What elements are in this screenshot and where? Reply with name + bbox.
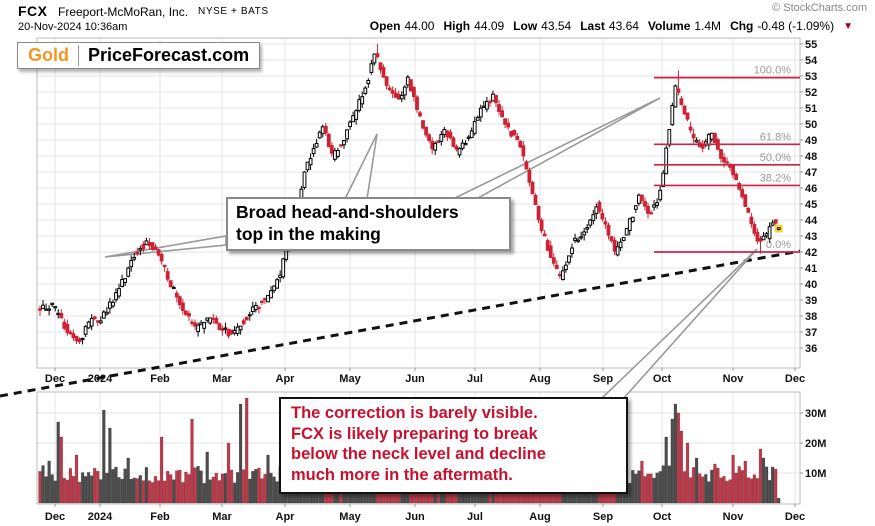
svg-text:54: 54 <box>805 55 818 67</box>
svg-text:May: May <box>339 511 361 523</box>
correction-annotation: The correction is barely visible. FCX is… <box>279 397 628 494</box>
svg-text:Dec: Dec <box>785 511 805 523</box>
svg-text:Nov: Nov <box>723 511 745 523</box>
svg-text:40: 40 <box>805 279 817 291</box>
svg-text:Feb: Feb <box>150 511 170 523</box>
svg-text:46: 46 <box>805 183 817 195</box>
high-value: 44.09 <box>474 19 505 33</box>
svg-text:Oct: Oct <box>653 511 672 523</box>
svg-text:36: 36 <box>805 343 817 355</box>
svg-text:49: 49 <box>805 135 817 147</box>
svg-text:20M: 20M <box>805 438 826 450</box>
svg-text:42: 42 <box>805 247 817 259</box>
svg-text:2024: 2024 <box>88 373 113 385</box>
svg-text:61.8%: 61.8% <box>760 131 791 143</box>
logo-divider <box>78 45 79 66</box>
fibonacci-levels: 100.0% 61.8% 50.0% 38.2% 0.0% <box>654 65 800 253</box>
svg-text:Aug: Aug <box>529 511 550 523</box>
goldpriceforecast-logo: Gold PriceForecast.com <box>17 42 261 69</box>
svg-text:Jun: Jun <box>405 373 425 385</box>
svg-text:Apr: Apr <box>276 373 296 385</box>
head-and-shoulders-annotation: Broad head-and-shoulders top in the maki… <box>226 197 511 252</box>
svg-text:Mar: Mar <box>212 373 232 385</box>
gridlines <box>37 38 800 504</box>
svg-text:Sep: Sep <box>593 373 613 385</box>
low-value: 43.54 <box>541 19 572 33</box>
svg-text:53: 53 <box>805 71 817 83</box>
down-triangle-icon: ▼ <box>843 20 853 32</box>
open-value: 44.00 <box>404 19 435 33</box>
svg-text:45: 45 <box>805 199 817 211</box>
svg-text:47: 47 <box>805 167 817 179</box>
svg-text:44: 44 <box>805 215 818 227</box>
svg-text:Aug: Aug <box>529 373 550 385</box>
svg-text:52: 52 <box>805 87 817 99</box>
svg-text:Oct: Oct <box>653 373 672 385</box>
ticker-symbol: FCX <box>18 3 48 19</box>
trendline-dashed <box>0 249 801 398</box>
svg-text:43: 43 <box>805 231 817 243</box>
svg-text:38: 38 <box>805 311 817 323</box>
svg-text:Feb: Feb <box>150 373 170 385</box>
svg-text:100.0%: 100.0% <box>754 65 792 77</box>
svg-text:Dec: Dec <box>45 511 65 523</box>
svg-text:50: 50 <box>805 119 817 131</box>
annotation-callouts <box>104 97 758 400</box>
last-value: 43.64 <box>608 19 639 33</box>
volume-label: Volume <box>647 19 691 33</box>
svg-text:2024: 2024 <box>88 511 113 523</box>
svg-text:39: 39 <box>805 295 817 307</box>
svg-text:0.0%: 0.0% <box>766 239 791 251</box>
svg-text:Nov: Nov <box>723 373 745 385</box>
svg-text:50.0%: 50.0% <box>760 152 791 164</box>
svg-text:Apr: Apr <box>276 511 296 523</box>
svg-text:Jun: Jun <box>405 511 425 523</box>
low-label: Low <box>513 19 538 33</box>
plot-frames <box>36 37 801 505</box>
svg-text:Jul: Jul <box>467 373 483 385</box>
change-label: Chg <box>730 19 754 33</box>
stockcharts-copyright: © StockCharts.com <box>772 2 867 14</box>
svg-text:51: 51 <box>805 103 817 115</box>
last-label: Last <box>580 19 605 33</box>
svg-text:10M: 10M <box>805 468 826 480</box>
svg-text:48: 48 <box>805 151 817 163</box>
svg-text:38.2%: 38.2% <box>760 172 791 184</box>
svg-text:55: 55 <box>805 39 817 51</box>
quote-datetime: 20-Nov-2024 10:36am <box>18 21 128 33</box>
svg-text:41: 41 <box>805 263 817 275</box>
svg-text:30M: 30M <box>805 408 826 420</box>
open-label: Open <box>369 19 401 33</box>
quote-bar: Open 44.00 High 44.09 Low 43.54 Last 43.64 V… <box>370 19 853 33</box>
svg-text:Sep: Sep <box>593 511 613 523</box>
exchange-name: NYSE + BATS <box>198 6 269 17</box>
company-name: Freeport-McMoRan, Inc. <box>58 5 189 19</box>
change-value: -0.48 (-1.09%) <box>757 19 835 33</box>
current-bar-highlight <box>774 224 783 233</box>
svg-text:Mar: Mar <box>212 511 232 523</box>
svg-text:37: 37 <box>805 327 817 339</box>
svg-text:Dec: Dec <box>45 373 65 385</box>
volume-value: 1.4M <box>694 19 722 33</box>
axis-labels: 36 37 38 39 40 41 42 43 44 45 46 47 48 49 50 51 52 53 54 55… <box>45 39 827 523</box>
logo-gold-text: Gold <box>28 45 69 65</box>
svg-text:Jul: Jul <box>467 511 483 523</box>
svg-text:May: May <box>339 373 361 385</box>
logo-site-text: PriceForecast.com <box>88 45 250 65</box>
candlesticks <box>38 44 783 345</box>
svg-text:Dec: Dec <box>785 373 805 385</box>
high-label: High <box>443 19 471 33</box>
